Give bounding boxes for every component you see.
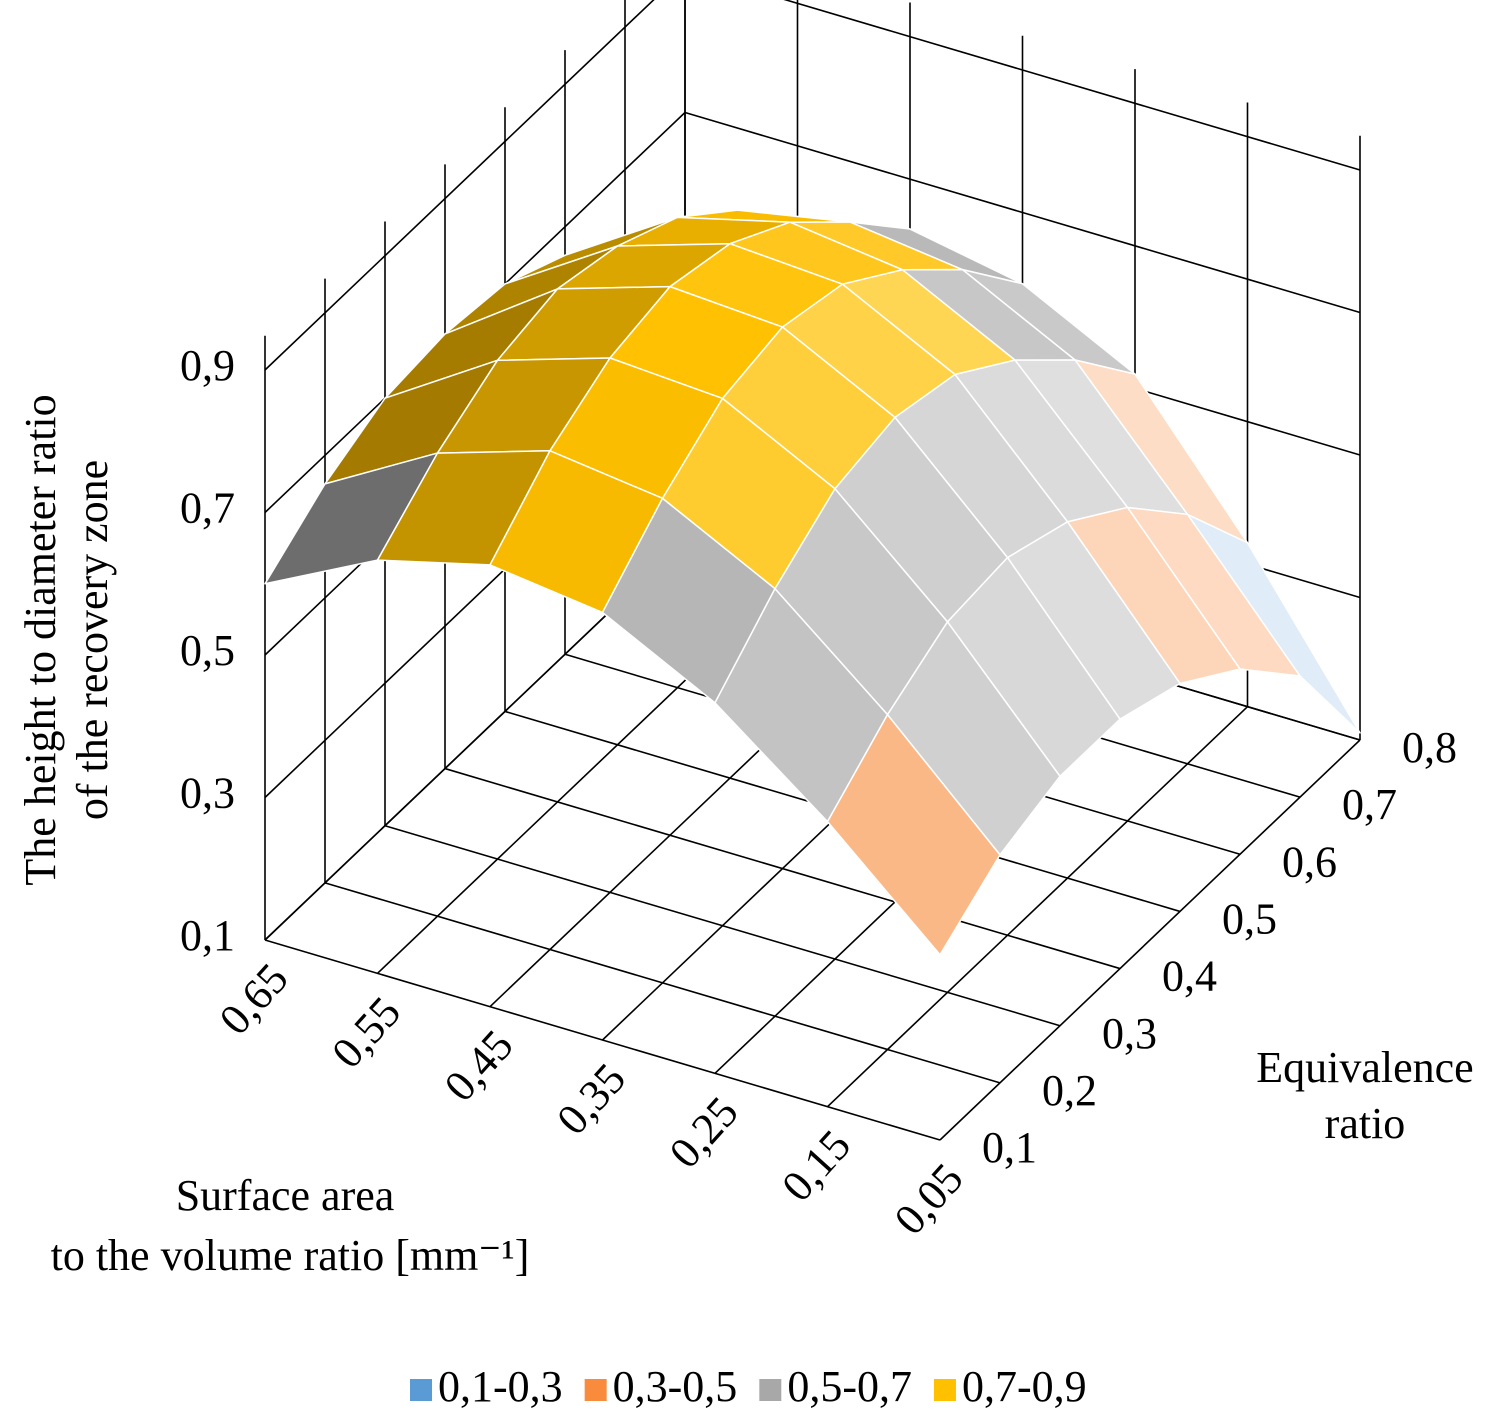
y-tick-label: 0,8 (1402, 723, 1457, 772)
x-tick-label: 0,35 (547, 1054, 635, 1144)
z-tick-label: 0,7 (180, 484, 235, 533)
x-tick-label: 0,65 (210, 954, 298, 1044)
x-tick-label: 0,55 (322, 987, 410, 1077)
legend-swatch (933, 1379, 956, 1401)
x-tick-label: 0,25 (660, 1087, 748, 1177)
legend-swatch (759, 1379, 782, 1401)
y-title-line: Equivalence (1256, 1043, 1473, 1092)
surface-patch (826, 713, 1001, 956)
z-tick-label: 0,1 (180, 911, 235, 960)
z-title: The height to diameter ratio of the reco… (16, 394, 117, 885)
floor-grid-line (264, 939, 941, 1141)
legend-label: 0,5-0,7 (787, 1362, 912, 1411)
z-tick-label: 0,9 (180, 341, 235, 390)
grid-line (264, 0, 655, 371)
y-tick-label: 0,2 (1042, 1066, 1097, 1115)
z-tick-label: 0,3 (180, 769, 235, 818)
y-tick-label: 0,7 (1342, 780, 1397, 829)
y-title-line: ratio (1325, 1099, 1406, 1148)
x-tick-label: 0,45 (435, 1021, 523, 1111)
legend-label: 0,3-0,5 (613, 1362, 738, 1411)
floor-grid-line (324, 882, 1001, 1084)
z-tick-label: 0,5 (180, 626, 235, 675)
y-tick-label: 0,1 (982, 1123, 1037, 1172)
floor-grid-line (939, 739, 1361, 1141)
x-title-line: to the volume ratio [mm⁻¹] (51, 1231, 530, 1280)
x-title-line: Surface area (176, 1171, 395, 1220)
y-tick-label: 0,6 (1282, 837, 1337, 886)
y-tick-label: 0,5 (1222, 895, 1277, 944)
z-title-line: of the recovery zone (68, 460, 117, 820)
x-tick-label: 0,05 (885, 1154, 973, 1244)
y-tick-label: 0,3 (1102, 1009, 1157, 1058)
z-title-line: The height to diameter ratio (16, 394, 65, 885)
legend-swatch (410, 1379, 432, 1401)
x-tick-label: 0,15 (772, 1121, 860, 1211)
floor-grid-line (384, 824, 1061, 1027)
legend-swatch (584, 1379, 607, 1401)
y-tick-label: 0,4 (1162, 952, 1217, 1001)
legend-label: 0,7-0,9 (962, 1362, 1087, 1411)
legend-label: 0,1-0,3 (438, 1362, 563, 1411)
floor-grid-line (444, 767, 1121, 970)
floor-grid-line (826, 706, 1249, 1108)
